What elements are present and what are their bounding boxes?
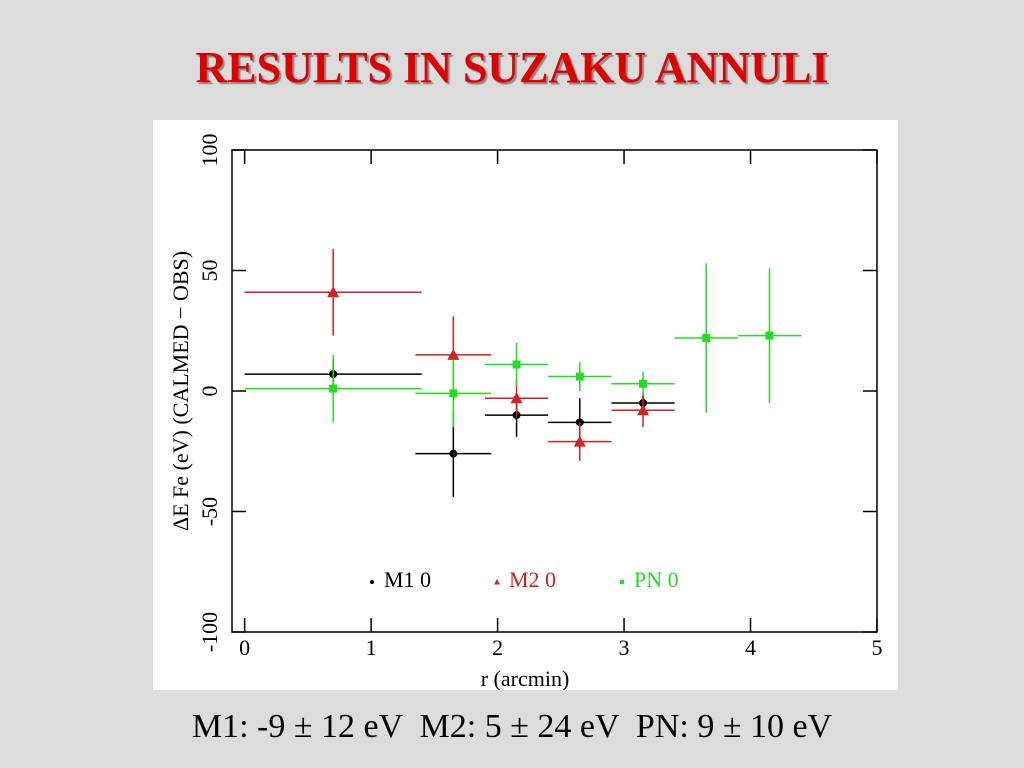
legend-label: M1 0: [384, 567, 431, 592]
legend-marker: [620, 580, 624, 584]
y-tick-label: 100: [197, 134, 222, 167]
data-point: [449, 389, 458, 398]
slide-caption: M1: -9 ± 12 eV M2: 5 ± 24 eV PN: 9 ± 10 …: [191, 708, 833, 745]
data-point: [575, 372, 584, 381]
data-point: [447, 348, 460, 360]
plot-panel: [153, 120, 898, 690]
legend-label: M2 0: [509, 567, 556, 592]
x-tick-label: 2: [492, 635, 503, 660]
data-point: [573, 435, 586, 447]
data-point: [327, 286, 340, 298]
y-tick-label: -50: [197, 497, 222, 526]
x-tick-label: 3: [619, 635, 630, 660]
data-point: [329, 384, 338, 393]
data-point: [512, 360, 521, 369]
data-point: [765, 331, 774, 340]
legend-marker: [370, 580, 374, 584]
data-point: [510, 392, 523, 404]
data-point: [637, 404, 650, 416]
x-tick-label: 0: [239, 635, 250, 660]
legend-label: PN 0: [634, 567, 679, 592]
y-tick-label: -100: [197, 612, 222, 652]
data-point: [702, 333, 711, 342]
x-tick-label: 5: [872, 635, 883, 660]
x-axis-label: r (arcmin): [481, 666, 570, 690]
x-tick-label: 1: [366, 635, 377, 660]
data-point: [639, 379, 648, 388]
y-axis-label: ΔE Fe (eV) (CALMED − OBS): [168, 251, 193, 531]
y-tick-label: 50: [197, 260, 222, 282]
x-tick-label: 4: [745, 635, 756, 660]
chart: r (arcmin) ΔE Fe (eV) (CALMED − OBS) 0 1 2…: [153, 120, 898, 690]
data-point: [449, 449, 458, 458]
y-tick-label: 0: [197, 386, 222, 397]
slide-title: RESULTS IN SUZAKU ANNULI: [195, 43, 829, 92]
legend-marker: [494, 579, 500, 585]
